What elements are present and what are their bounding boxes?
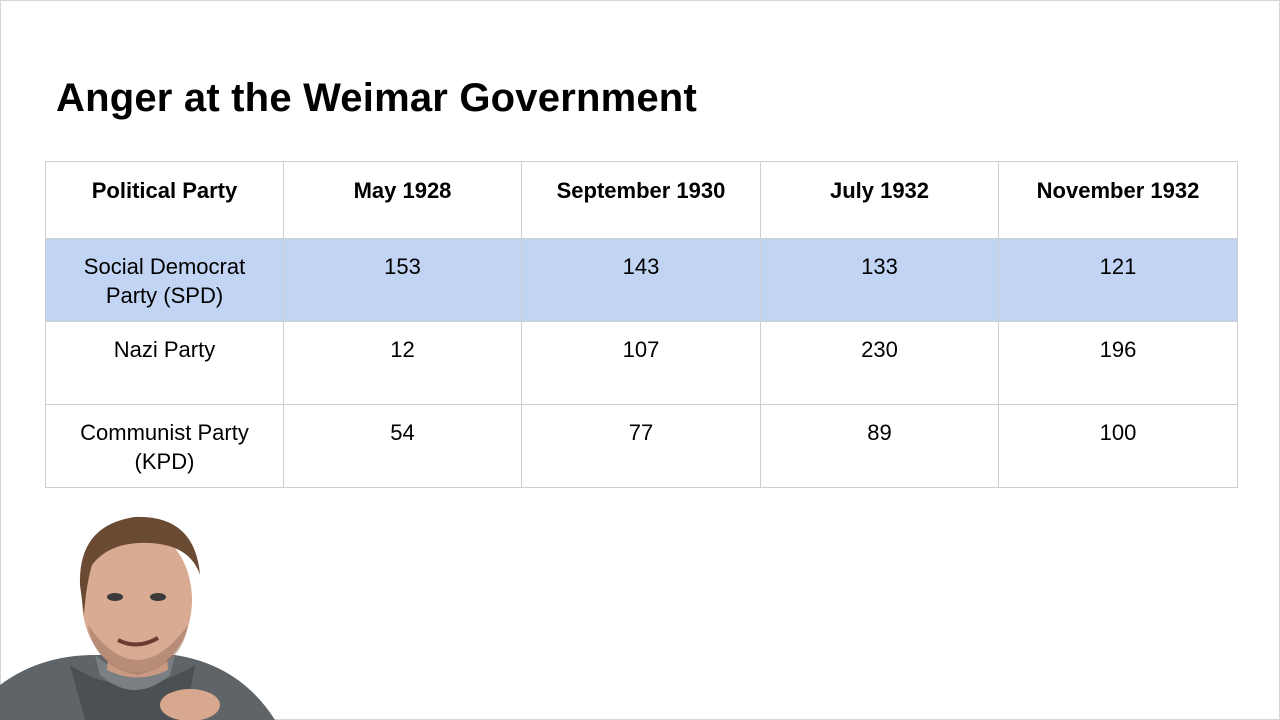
table-row-spd: Social Democrat Party (SPD) 153 143 133 … xyxy=(45,238,1238,322)
slide-title: Anger at the Weimar Government xyxy=(56,76,697,120)
seat-count: 77 xyxy=(521,404,761,488)
seat-count: 153 xyxy=(283,238,522,322)
column-header-party: Political Party xyxy=(45,161,284,239)
seat-count: 143 xyxy=(521,238,761,322)
presenter-silhouette-icon xyxy=(0,516,275,720)
seat-count: 100 xyxy=(998,404,1238,488)
party-name-nazi: Nazi Party xyxy=(45,321,284,405)
seat-count: 107 xyxy=(521,321,761,405)
column-header-may-1928: May 1928 xyxy=(283,161,522,239)
seat-count: 12 xyxy=(283,321,522,405)
party-name-line: (KPD) xyxy=(134,449,195,474)
table-row-kpd: Communist Party (KPD) 54 77 89 100 xyxy=(45,404,1238,488)
party-name-line: Party (SPD) xyxy=(105,283,224,308)
seat-count: 133 xyxy=(760,238,999,322)
party-name-line: Communist Party xyxy=(80,420,249,445)
column-header-november-1932: November 1932 xyxy=(998,161,1238,239)
seat-count: 54 xyxy=(283,404,522,488)
table-header-row: Political Party May 1928 September 1930 … xyxy=(45,161,1238,239)
party-name-spd: Social Democrat Party (SPD) xyxy=(45,238,284,322)
seat-count: 196 xyxy=(998,321,1238,405)
column-header-july-1932: July 1932 xyxy=(760,161,999,239)
party-name-line: Nazi Party xyxy=(113,337,216,362)
election-results-table: Political Party May 1928 September 1930 … xyxy=(45,161,1238,488)
seat-count: 89 xyxy=(760,404,999,488)
seat-count: 230 xyxy=(760,321,999,405)
column-header-september-1930: September 1930 xyxy=(521,161,761,239)
party-name-kpd: Communist Party (KPD) xyxy=(45,404,284,488)
party-name-line: Social Democrat xyxy=(83,254,246,279)
table-row-nazi: Nazi Party 12 107 230 196 xyxy=(45,321,1238,405)
seat-count: 121 xyxy=(998,238,1238,322)
presenter-webcam-overlay xyxy=(0,505,285,720)
